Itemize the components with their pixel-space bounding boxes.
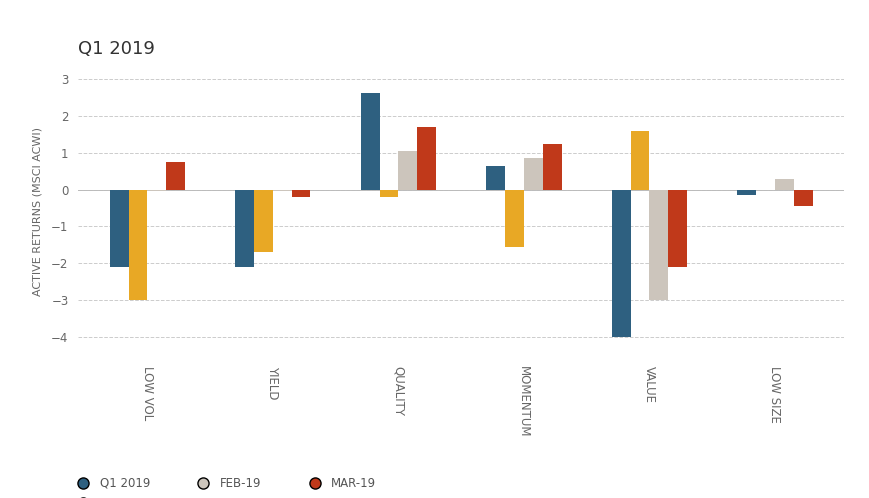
Bar (523, 158, 542, 190)
Bar (273, 190, 291, 191)
Bar (109, 190, 129, 267)
Bar (611, 190, 630, 337)
Bar (398, 151, 417, 190)
Bar (486, 166, 504, 190)
Y-axis label: ACTIVE RETURNS (MSCI ACWI): ACTIVE RETURNS (MSCI ACWI) (33, 127, 43, 296)
Bar (630, 131, 648, 190)
Bar (147, 190, 166, 191)
Bar (542, 144, 561, 190)
Bar (291, 190, 310, 197)
Bar (648, 190, 667, 300)
Bar (504, 190, 523, 247)
Bar (361, 94, 379, 190)
Bar (793, 190, 812, 206)
Text: Q1 2019: Q1 2019 (78, 40, 155, 58)
Bar (736, 190, 755, 195)
Bar (254, 190, 273, 252)
Bar (417, 127, 435, 190)
Bar (774, 179, 793, 190)
Bar (379, 190, 398, 197)
Bar (129, 190, 147, 300)
Bar (235, 190, 254, 267)
Bar (166, 162, 185, 190)
Legend: JAN-19: JAN-19 (67, 492, 143, 498)
Bar (667, 190, 687, 267)
